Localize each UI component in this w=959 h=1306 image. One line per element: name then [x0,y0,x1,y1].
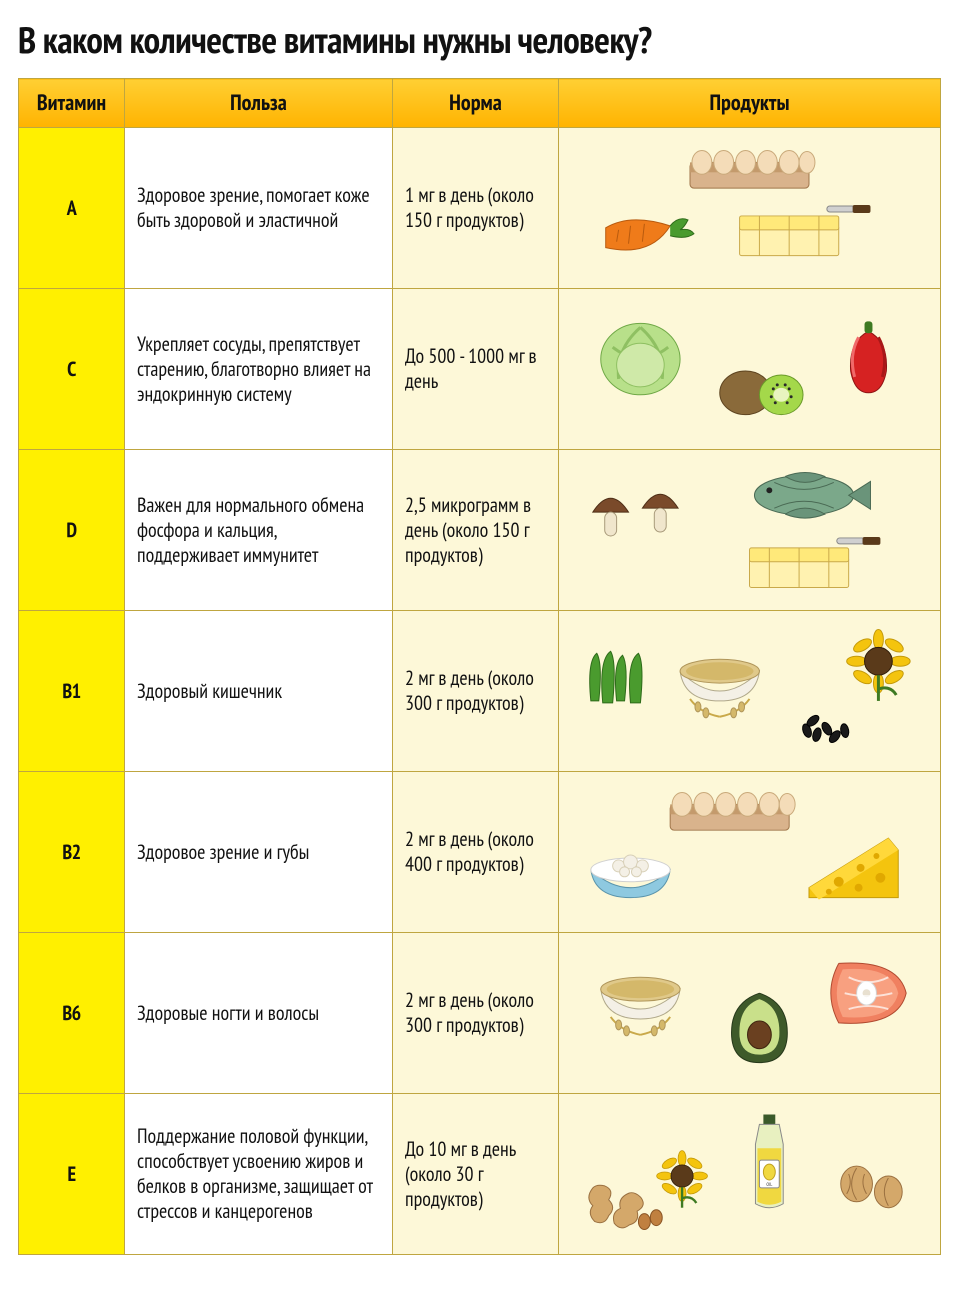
table-row: D Важен для нормального обмена фосфора и… [19,450,941,611]
cheese-icon [809,838,898,899]
dose-text: До 10 мг в день (около 30 г продуктов) [393,1094,559,1255]
benefit-text: Важен для нормального обмена фосфора и к… [125,450,393,611]
products-cell [559,450,941,611]
col-vitamin: Витамин [19,79,125,128]
vitamin-letter: D [19,450,125,611]
seeds-icon [801,713,850,744]
sunflower-icon [847,630,910,701]
col-products: Продукты [559,79,941,128]
butter-icon [740,205,871,256]
butter-icon [750,537,881,588]
table-row: C Укрепляет сосуды, препятствует старени… [19,289,941,450]
products-cell [559,772,941,933]
dose-text: 2 мг в день (около 300 г продуктов) [393,611,559,772]
products-cell [559,933,941,1094]
table-row: A Здоровое зрение, помогает коже быть зд… [19,128,941,289]
benefit-text: Здоровые ногти и волосы [125,933,393,1094]
vitamin-letter: B1 [19,611,125,772]
page-title: В каком количестве витамины нужны челове… [18,16,941,64]
carrot-icon [606,219,694,250]
vitamin-letter: A [19,128,125,289]
oil-icon [755,1115,783,1208]
mushroom-icon [593,498,629,536]
peanuts-icon [589,1185,662,1233]
col-benefit: Польза [125,79,393,128]
page: В каком количестве витамины нужны челове… [0,0,959,1277]
table-row: B1 Здоровый кишечник 2 мг в день (около … [19,611,941,772]
okra-icon [590,651,642,703]
kiwi-icon [720,371,803,415]
table-row: B6 Здоровые ногти и волосы 2 мг в день (… [19,933,941,1094]
table-row: B2 Здоровое зрение и губы 2 мг в день (о… [19,772,941,933]
products-cell [559,128,941,289]
sunflower-icon [657,1151,708,1208]
oats-icon [680,659,759,718]
products-cell [559,289,941,450]
table-row: E Поддержание половой функции, способств… [19,1094,941,1255]
avocado-icon [732,993,788,1062]
eggs-icon [670,793,795,831]
benefit-text: Укрепляет сосуды, препятствует старению,… [125,289,393,450]
vitamin-letter: E [19,1094,125,1255]
salmon-icon [831,963,906,1023]
mushroom-icon [642,494,678,532]
vitamin-letter: B2 [19,772,125,933]
products-cell [559,1094,941,1255]
walnuts-icon [841,1166,902,1208]
eggs-icon [690,150,815,188]
vitamin-letter: B6 [19,933,125,1094]
benefit-text: Здоровое зрение и губы [125,772,393,933]
fish-icon [754,472,870,518]
dose-text: 1 мг в день (около 150 г продуктов) [393,128,559,289]
cottage-icon [591,855,670,898]
benefit-text: Здоровое зрение, помогает коже быть здор… [125,128,393,289]
vitamins-table: Витамин Польза Норма Продукты A Здоровое… [18,78,941,1255]
cabbage-icon [601,323,680,394]
dose-text: До 500 - 1000 мг в день [393,289,559,450]
products-cell [559,611,941,772]
dose-text: 2,5 микрограмм в день (около 150 г проду… [393,450,559,611]
oats-icon [601,977,680,1036]
benefit-text: Поддержание половой функции, способствуе… [125,1094,393,1255]
vitamin-letter: C [19,289,125,450]
col-dose: Норма [393,79,559,128]
dose-text: 2 мг в день (около 300 г продуктов) [393,933,559,1094]
benefit-text: Здоровый кишечник [125,611,393,772]
table-header-row: Витамин Польза Норма Продукты [19,79,941,128]
pepper-icon [850,321,886,392]
dose-text: 2 мг в день (около 400 г продуктов) [393,772,559,933]
